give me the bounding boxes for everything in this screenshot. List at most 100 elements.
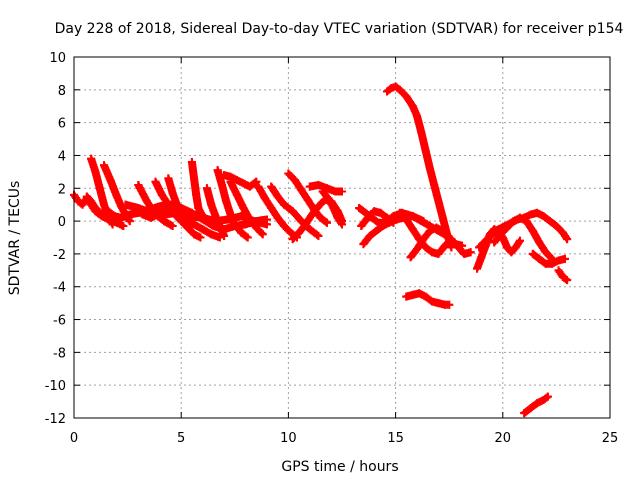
data-point xyxy=(458,241,467,250)
data-point xyxy=(87,197,96,206)
data-point xyxy=(515,213,524,222)
data-point xyxy=(100,161,109,170)
data-point xyxy=(252,177,261,186)
data-point xyxy=(230,220,239,229)
data-point xyxy=(528,226,537,235)
data-point xyxy=(314,180,323,189)
data-point xyxy=(415,289,424,298)
data-point xyxy=(535,238,544,247)
data-point xyxy=(428,248,437,257)
data-point xyxy=(560,254,569,263)
data-point xyxy=(288,207,297,216)
data-point xyxy=(402,215,411,224)
x-tick-label: 0 xyxy=(70,431,78,446)
data-point xyxy=(232,176,241,185)
data-point xyxy=(104,212,113,221)
data-point xyxy=(318,187,327,196)
data-point xyxy=(147,213,156,222)
y-tick-label: -8 xyxy=(53,346,66,361)
data-point xyxy=(177,207,186,216)
data-point xyxy=(108,220,117,229)
data-point xyxy=(421,146,430,155)
data-point xyxy=(378,222,387,231)
data-point xyxy=(172,200,181,209)
x-tick-label: 15 xyxy=(387,431,404,446)
data-point xyxy=(125,217,134,226)
data-point xyxy=(215,222,224,231)
data-point xyxy=(322,218,331,227)
data-point xyxy=(307,210,316,219)
data-point xyxy=(533,399,542,408)
y-tick-label: -6 xyxy=(53,314,66,329)
data-point xyxy=(187,220,196,229)
data-point xyxy=(190,230,199,239)
data-point xyxy=(95,184,104,193)
data-point xyxy=(460,249,469,258)
data-point xyxy=(385,218,394,227)
data-point xyxy=(503,223,512,232)
data-point xyxy=(322,184,331,193)
data-point xyxy=(239,179,248,188)
data-markers xyxy=(70,82,572,418)
data-point xyxy=(545,217,554,226)
data-point xyxy=(106,176,115,185)
data-point xyxy=(554,256,563,265)
data-point xyxy=(511,243,520,252)
data-point xyxy=(220,231,229,240)
data-point xyxy=(535,254,544,263)
data-point xyxy=(417,128,426,137)
data-point xyxy=(217,180,226,189)
data-point xyxy=(190,174,199,183)
data-point xyxy=(391,215,400,224)
data-point xyxy=(526,210,535,219)
data-point xyxy=(563,235,572,244)
data-point xyxy=(526,404,535,413)
data-point xyxy=(170,210,179,219)
data-point xyxy=(355,203,364,212)
data-point xyxy=(295,228,304,237)
y-tick-label: -4 xyxy=(53,281,66,296)
data-point xyxy=(280,200,289,209)
gridlines xyxy=(74,57,610,418)
data-point xyxy=(383,87,392,96)
data-point xyxy=(434,197,443,206)
data-point xyxy=(267,203,276,212)
data-point xyxy=(290,176,299,185)
data-point xyxy=(402,292,411,301)
data-point xyxy=(430,180,439,189)
data-point xyxy=(488,230,497,239)
x-axis-label: GPS time / hours xyxy=(281,459,398,475)
data-point xyxy=(447,243,456,252)
data-point xyxy=(305,225,314,234)
data-point xyxy=(475,243,484,252)
data-point xyxy=(252,223,261,232)
data-point xyxy=(134,180,143,189)
y-tick-label: 4 xyxy=(58,149,66,164)
data-point xyxy=(198,225,207,234)
data-point xyxy=(164,174,173,183)
data-point xyxy=(558,272,567,281)
data-point xyxy=(395,208,404,217)
y-tick-label: -12 xyxy=(45,412,66,427)
data-point xyxy=(528,249,537,258)
data-point xyxy=(254,182,263,191)
data-point xyxy=(226,210,235,219)
data-point xyxy=(220,171,229,180)
data-point xyxy=(541,248,550,257)
data-point xyxy=(286,228,295,237)
data-point xyxy=(413,244,422,253)
data-point xyxy=(119,222,128,231)
data-point xyxy=(87,154,96,163)
data-point xyxy=(533,208,542,217)
data-point xyxy=(181,213,190,222)
y-tick-label: 10 xyxy=(49,51,66,66)
data-point xyxy=(273,192,282,201)
data-point xyxy=(372,226,381,235)
data-point xyxy=(434,249,443,258)
data-point xyxy=(419,235,428,244)
data-point xyxy=(273,213,282,222)
data-point xyxy=(408,102,417,111)
data-point xyxy=(425,226,434,235)
y-tick-label: 6 xyxy=(58,117,66,132)
